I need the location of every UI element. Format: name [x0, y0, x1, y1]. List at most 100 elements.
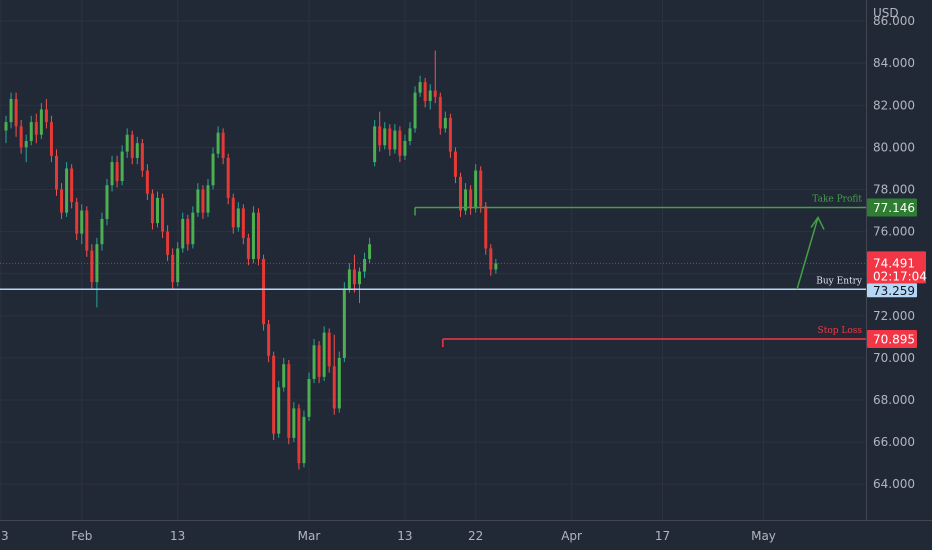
candle-body	[251, 212, 255, 259]
x-tick-label: 22	[468, 529, 483, 543]
candle-body	[312, 345, 316, 379]
candle-body	[428, 90, 432, 102]
candle-body	[317, 345, 321, 377]
take-profit-price-tag-bg	[867, 198, 917, 217]
candle-body	[125, 134, 129, 152]
candle-body	[196, 189, 200, 213]
candle-body	[413, 92, 417, 129]
candle-body	[423, 82, 427, 102]
candle-body	[262, 258, 266, 325]
candle	[241, 204, 245, 245]
candle	[317, 341, 321, 384]
candle-body	[135, 143, 139, 158]
candle-body	[34, 122, 38, 135]
candle	[156, 191, 159, 228]
candle-body	[494, 263, 498, 270]
candle	[251, 206, 255, 264]
x-tick-label: 13	[170, 529, 185, 543]
candle	[100, 212, 104, 251]
candle	[398, 126, 402, 163]
candle	[201, 185, 205, 219]
stop-loss-label: Stop Loss	[818, 326, 863, 336]
candle-body	[201, 189, 205, 213]
candle	[277, 381, 281, 438]
candle-body	[443, 117, 447, 129]
candle-body	[120, 151, 124, 182]
current-price-tag: 74.491	[873, 256, 915, 270]
candle	[115, 155, 119, 188]
candle-body	[100, 218, 104, 245]
candle-body	[9, 98, 13, 123]
time-axis[interactable]: 23 Feb 13 Mar 13 22 Apr 17 May	[0, 529, 776, 543]
candle	[161, 193, 165, 238]
candle-body	[60, 189, 64, 213]
candle	[332, 334, 336, 415]
candle	[140, 138, 144, 177]
candle-body	[292, 408, 296, 438]
candle-body	[161, 197, 165, 232]
candle	[443, 111, 447, 133]
candle	[342, 282, 346, 363]
candle	[393, 124, 397, 154]
x-tick-label: May	[751, 529, 776, 543]
time-axis-bg[interactable]	[0, 521, 932, 550]
candle-body	[85, 210, 89, 251]
candle-body	[438, 96, 442, 129]
candle	[423, 77, 427, 108]
candle-body	[24, 141, 28, 148]
candle-body	[186, 218, 190, 245]
candle-body	[327, 332, 331, 367]
projection-arrow-shaft[interactable]	[796, 217, 819, 290]
candle	[176, 242, 180, 287]
candles	[4, 50, 498, 470]
candle	[34, 113, 38, 144]
candle-body	[282, 364, 286, 388]
candle	[135, 136, 139, 165]
candle-body	[191, 212, 195, 245]
candle-body	[166, 231, 170, 255]
grid	[0, 0, 866, 520]
candle	[287, 360, 291, 445]
candle-body	[216, 132, 220, 154]
candle	[262, 254, 266, 331]
y-tick-label: 86.000	[873, 14, 915, 28]
candle	[347, 263, 351, 293]
candle	[191, 206, 195, 249]
candle	[469, 185, 473, 215]
candle-body	[393, 130, 397, 150]
candle-body	[19, 126, 23, 148]
candle	[297, 404, 301, 470]
candle-body	[145, 170, 149, 194]
x-tick-label: 17	[655, 529, 670, 543]
candle	[282, 357, 286, 392]
candle	[474, 164, 478, 213]
candle	[307, 372, 311, 422]
candle-body	[150, 193, 154, 224]
candle	[85, 206, 89, 257]
candle-body	[49, 122, 53, 156]
y-tick-label: 84.000	[873, 56, 915, 70]
candle	[494, 258, 498, 274]
candle-body	[272, 355, 276, 434]
candle-body	[29, 122, 33, 142]
candle-body	[226, 157, 230, 198]
candle	[378, 111, 382, 152]
candle	[75, 197, 79, 240]
candle	[413, 86, 417, 133]
candle	[226, 153, 230, 205]
candle-body	[236, 208, 240, 228]
candle	[110, 155, 114, 192]
candle-body	[388, 128, 392, 150]
y-tick-label: 66.000	[873, 435, 915, 449]
candle-body	[171, 254, 175, 283]
candle-body	[352, 269, 356, 285]
candle	[65, 162, 69, 217]
candle	[453, 147, 457, 184]
candle-body	[257, 212, 260, 259]
candle	[221, 128, 225, 165]
y-tick-label: 68.000	[873, 393, 915, 407]
candle	[438, 92, 442, 135]
take-profit-label: Take Profit	[812, 194, 862, 204]
candle-body	[383, 128, 387, 146]
